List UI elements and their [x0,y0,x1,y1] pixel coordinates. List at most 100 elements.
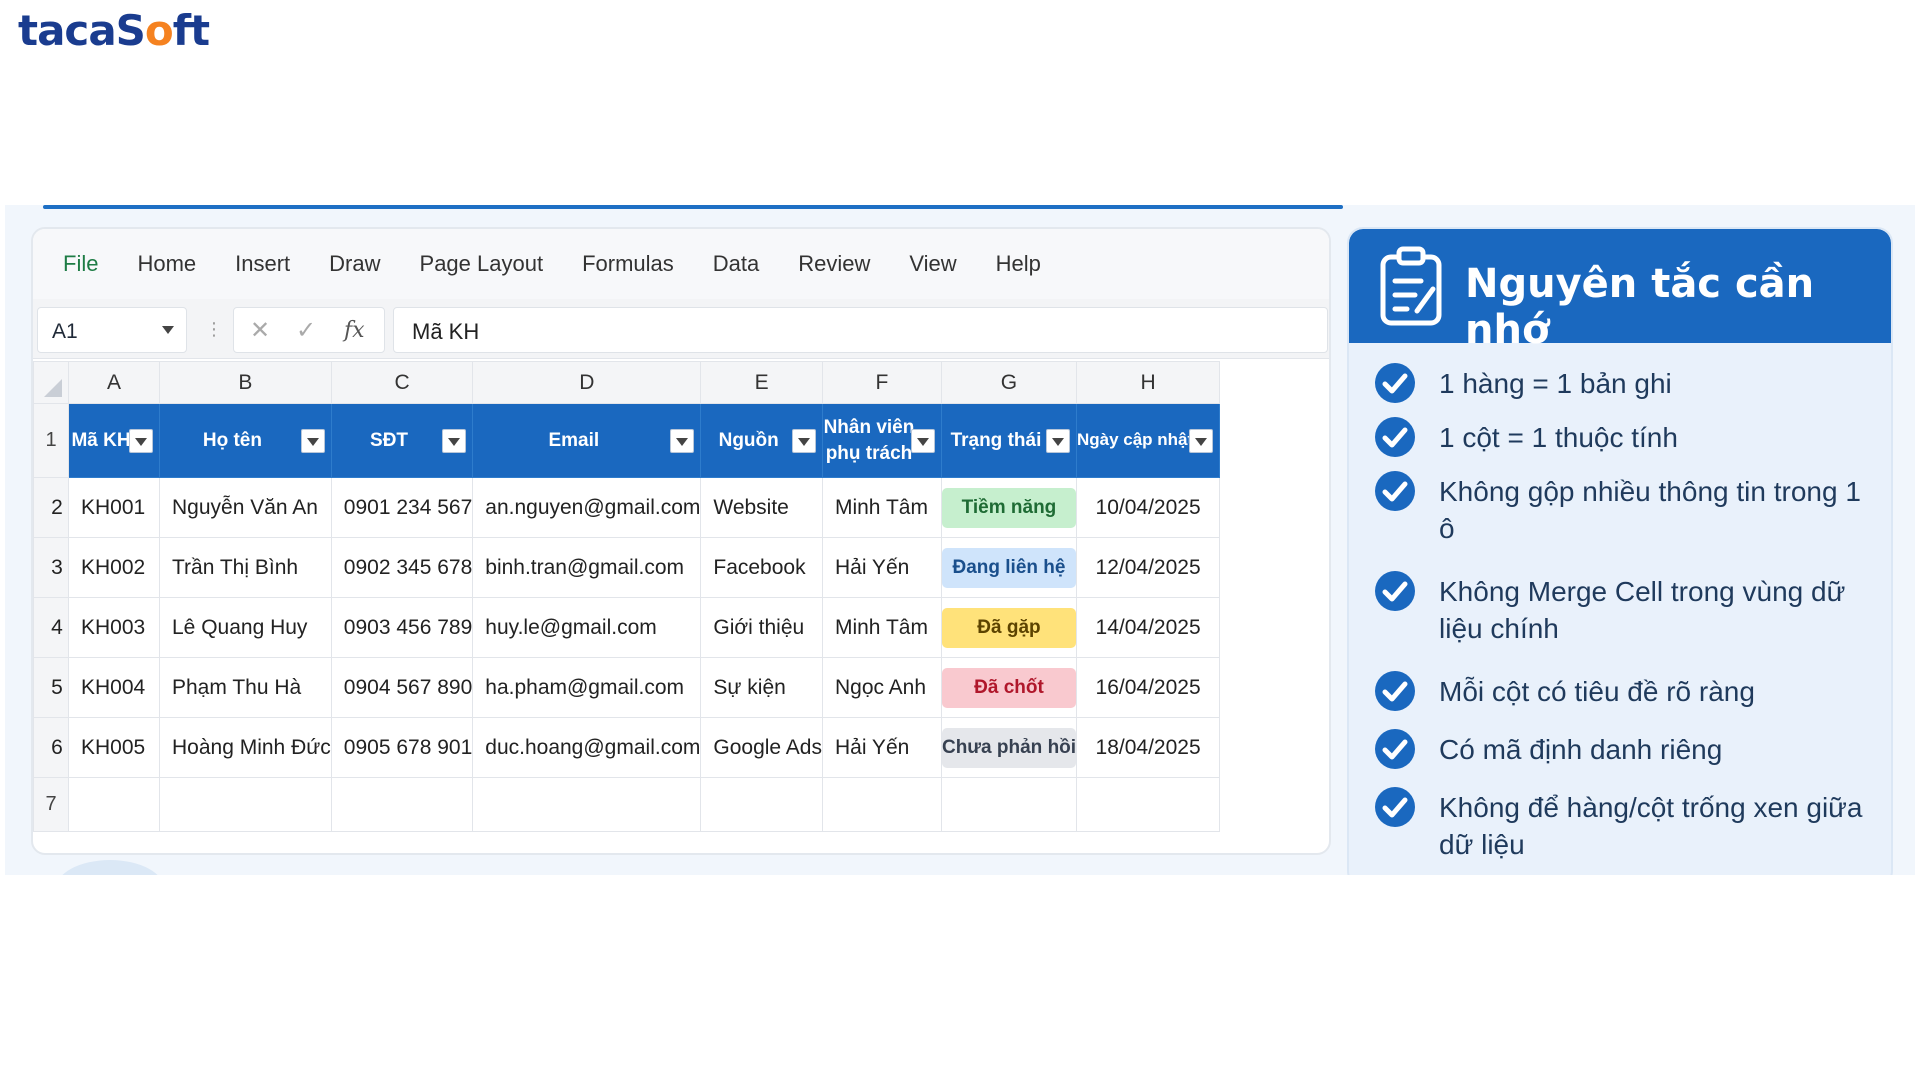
column-header-h[interactable]: H [1075,361,1221,404]
table-row: 3 KH002 Trần Thị Bình 0902 345 678 binh.tran… [33,537,1221,598]
cell-id[interactable]: KH003 [68,597,160,658]
cell-name[interactable]: Trần Thị Bình [159,537,332,598]
menu-data[interactable]: Data [712,251,760,276]
row-number[interactable]: 5 [33,657,69,718]
cell-source[interactable]: Google Ads [700,717,823,778]
row-number[interactable]: 3 [33,537,69,598]
filter-dropdown-icon[interactable] [300,429,325,453]
insert-function-icon[interactable]: fx [344,318,365,343]
select-all-icon [44,379,62,397]
cell[interactable] [821,777,942,832]
cell-email[interactable]: duc.hoang@gmail.com [472,717,702,778]
column-header-c[interactable]: C [330,361,474,404]
menu-review[interactable]: Review [798,251,871,276]
row-number[interactable]: 6 [33,717,69,778]
cell-status[interactable]: Đã chốt [940,657,1077,718]
column-header-b[interactable]: B [159,361,332,404]
column-header-f[interactable]: F [821,361,942,404]
cell-date[interactable]: 16/04/2025 [1075,657,1221,718]
cell-phone[interactable]: 0902 345 678 [330,537,474,598]
cell-date[interactable]: 14/04/2025 [1075,597,1221,658]
menu-view[interactable]: View [909,251,957,276]
cell-date[interactable]: 12/04/2025 [1075,537,1221,598]
cell-source[interactable]: Facebook [700,537,823,598]
confirm-icon[interactable]: ✓ [296,317,317,344]
cell-date[interactable]: 10/04/2025 [1075,477,1221,538]
menu-page-layout[interactable]: Page Layout [419,251,544,276]
cell-email[interactable]: huy.le@gmail.com [472,597,702,658]
row-number[interactable]: 7 [33,777,69,832]
row-number[interactable]: 2 [33,477,69,538]
filter-dropdown-icon[interactable] [1189,429,1214,453]
menu-draw[interactable]: Draw [329,251,381,276]
cell-id[interactable]: KH001 [68,477,160,538]
menu-formulas[interactable]: Formulas [582,251,674,276]
header-cell-nguon[interactable]: Nguồn [700,403,823,478]
cell-name[interactable]: Lê Quang Huy [159,597,332,658]
row-number[interactable]: 1 [33,403,69,478]
cell-name[interactable]: Hoàng Minh Đức [159,717,332,778]
menu-home[interactable]: Home [137,251,197,276]
cell[interactable] [330,777,474,832]
cell-id[interactable]: KH004 [68,657,160,718]
filter-dropdown-icon[interactable] [129,429,153,453]
filter-dropdown-icon[interactable] [910,429,935,453]
header-cell-trang-thai[interactable]: Trạng thái [940,403,1077,478]
cell[interactable] [159,777,332,832]
menu-insert[interactable]: Insert [235,251,291,276]
cell[interactable] [68,777,160,832]
header-cell-nhan-vien[interactable]: Nhân viên phụ trách [821,403,942,478]
cancel-icon[interactable]: ✕ [250,317,271,344]
cell-phone[interactable]: 0903 456 789 [330,597,474,658]
cell-staff[interactable]: Hải Yến [821,717,942,778]
cell-id[interactable]: KH005 [68,717,160,778]
cell-staff[interactable]: Minh Tâm [821,597,942,658]
cell-phone[interactable]: 0901 234 567 [330,477,474,538]
header-cell-ngay-cap-nhat[interactable]: Ngày cập nhật [1075,403,1221,478]
cell-staff[interactable]: Minh Tâm [821,477,942,538]
header-cell-ho-ten[interactable]: Họ tên [159,403,332,478]
cell-name[interactable]: Phạm Thu Hà [159,657,332,718]
cell[interactable] [1075,777,1221,832]
row-number[interactable]: 4 [33,597,69,658]
cell-phone[interactable]: 0905 678 901 [330,717,474,778]
name-box[interactable]: A1 [37,307,187,353]
cell-status[interactable]: Đang liên hệ [940,537,1077,598]
column-header-d[interactable]: D [472,361,702,404]
cell-status[interactable]: Chưa phản hồi [940,717,1077,778]
cell-staff[interactable]: Hải Yến [821,537,942,598]
cell-email[interactable]: an.nguyen@gmail.com [472,477,702,538]
cell-status[interactable]: Đã gặp [940,597,1077,658]
header-cell-email[interactable]: Email [472,403,702,478]
column-header-e[interactable]: E [700,361,823,404]
cell-source[interactable]: Sự kiện [700,657,823,718]
column-header-g[interactable]: G [940,361,1077,404]
filter-dropdown-icon[interactable] [1045,429,1070,453]
formula-input[interactable]: Mã KH [393,307,1328,353]
cell-email[interactable]: ha.pham@gmail.com [472,657,702,718]
cell[interactable] [472,777,702,832]
check-circle-icon [1375,417,1415,457]
cell[interactable] [700,777,823,832]
column-header-a[interactable]: A [68,361,160,404]
cell-name[interactable]: Nguyễn Văn An [159,477,332,538]
filter-dropdown-icon[interactable] [442,429,467,453]
select-all-corner[interactable] [33,361,69,404]
chevron-down-icon[interactable] [162,326,174,334]
cell-source[interactable]: Website [700,477,823,538]
cell-id[interactable]: KH002 [68,537,160,598]
cell-email[interactable]: binh.tran@gmail.com [472,537,702,598]
filter-dropdown-icon[interactable] [670,429,695,453]
cell-staff[interactable]: Ngọc Anh [821,657,942,718]
header-cell-sdt[interactable]: SĐT [330,403,474,478]
cell[interactable] [940,777,1077,832]
cell-date[interactable]: 18/04/2025 [1075,717,1221,778]
filter-dropdown-icon[interactable] [791,429,816,453]
rule-item: Mỗi cột có tiêu đề rõ ràng [1373,669,1883,713]
cell-status[interactable]: Tiềm năng [940,477,1077,538]
header-cell-ma-kh[interactable]: Mã KH [68,403,160,478]
cell-source[interactable]: Giới thiệu [700,597,823,658]
menu-file[interactable]: File [63,251,99,276]
menu-help[interactable]: Help [995,251,1041,276]
cell-phone[interactable]: 0904 567 890 [330,657,474,718]
